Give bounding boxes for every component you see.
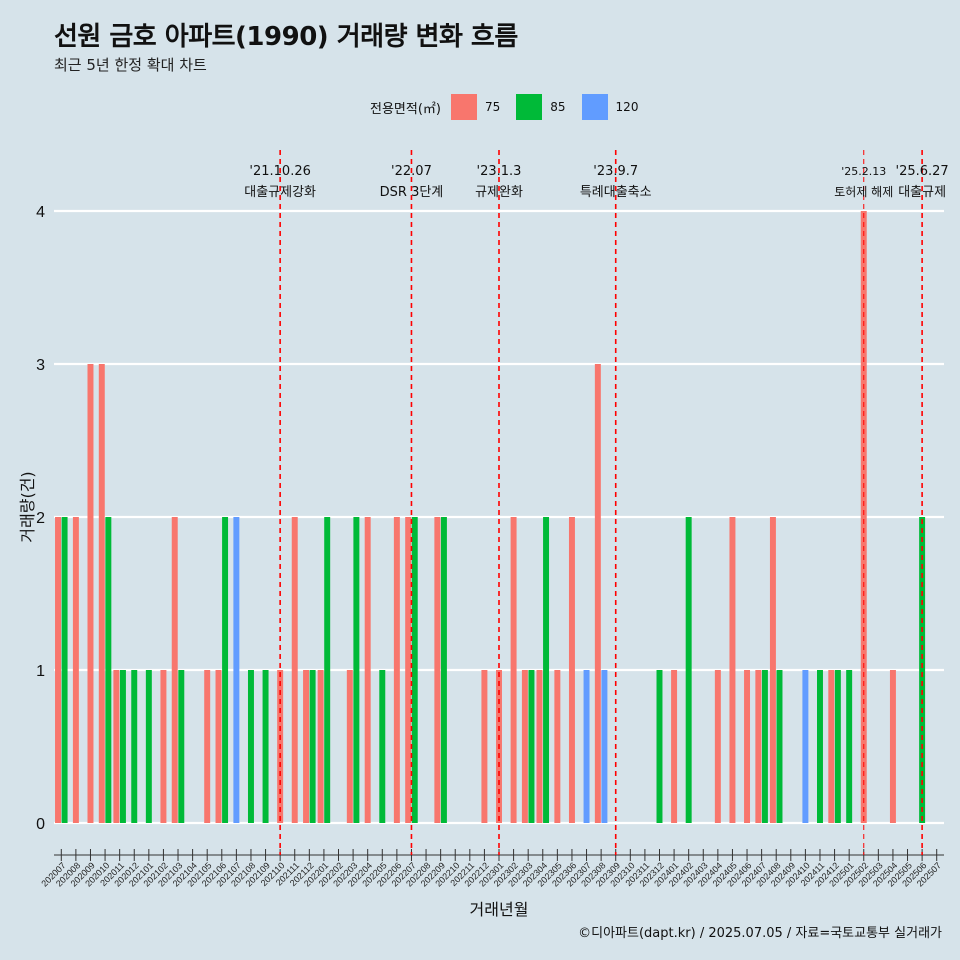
event-label-1: DSR 3단계: [380, 185, 444, 200]
bar-202106-85: [222, 517, 229, 823]
bar-202108-85: [247, 670, 254, 823]
source-caption: ©디아파트(dapt.kr) / 2025.07.05 / 자료=국토교통부 실…: [578, 926, 942, 941]
bar-202405-75: [729, 517, 736, 823]
bar-202103-75: [171, 517, 178, 823]
bar-202502-75: [860, 211, 867, 823]
bar-202112-85: [309, 670, 316, 823]
bar-202007-75: [55, 517, 61, 823]
bar-202209-75: [434, 517, 441, 823]
bar-202009-75: [87, 364, 94, 823]
bar-202412-85: [834, 670, 841, 823]
legend-item-85: 85: [516, 94, 575, 120]
event-label-5: 대출규제: [898, 185, 946, 200]
y-tick-label-1: 1: [36, 663, 45, 680]
bar-202103-85: [178, 670, 185, 823]
bar-202209-85: [440, 517, 447, 823]
bar-202305-75: [554, 670, 561, 823]
bar-202011-75: [113, 670, 120, 823]
bar-202007-85: [61, 517, 68, 823]
bar-202206-75: [393, 517, 400, 823]
bar-202207-85: [411, 517, 418, 823]
y-tick-label-0: 0: [36, 816, 45, 833]
bar-202303-85: [528, 670, 535, 823]
event-label-2: 규제완화: [475, 185, 523, 200]
legend-swatch-85: [516, 94, 543, 120]
legend-item-75: 75: [450, 94, 510, 120]
x-axis-title: 거래년월: [470, 900, 529, 919]
legend-title: 전용면적(㎡): [370, 101, 441, 117]
bar-202308-75: [594, 364, 601, 823]
event-date-1: '22.07: [391, 164, 432, 179]
bar-202212-75: [481, 670, 488, 823]
bar-202504-75: [889, 670, 896, 823]
bar-202105-75: [204, 670, 211, 823]
bar-202411-85: [817, 670, 823, 823]
bar-202303-75: [521, 670, 528, 823]
bar-202304-75: [536, 670, 543, 823]
bar-202406-75: [744, 670, 751, 823]
legend-swatch-120: [581, 94, 608, 120]
bar-202207-75: [405, 517, 412, 823]
legend-label-120: 120: [615, 100, 639, 114]
bar-202304-85: [543, 517, 550, 823]
bar-202205-85: [379, 670, 386, 823]
chart-title: 선원 금호 아파트(1990) 거래량 변화 흐름: [54, 22, 518, 52]
bar-202401-75: [671, 670, 678, 823]
event-date-3: '23.9.7: [593, 164, 638, 179]
legend-swatch-75: [450, 94, 477, 120]
event-label-0: 대출규제강화: [244, 185, 316, 200]
bar-202203-75: [346, 670, 353, 823]
y-tick-label-4: 4: [36, 204, 45, 221]
bar-202008-75: [72, 517, 79, 823]
bar-202101-85: [145, 670, 152, 823]
bar-202203-85: [353, 517, 360, 823]
bar-202011-85: [119, 670, 126, 823]
bar-202404-75: [714, 670, 721, 823]
event-label-3: 특례대출축소: [580, 185, 652, 200]
bar-202408-75: [769, 517, 776, 823]
bar-202312-85: [656, 670, 663, 823]
bar-202412-75: [828, 670, 835, 823]
bar-202308-120: [601, 670, 608, 823]
bar-202204-75: [364, 517, 371, 823]
bar-202410-120: [802, 670, 809, 823]
y-tick-label-3: 3: [36, 357, 45, 374]
bar-202010-75: [98, 364, 105, 823]
bar-202112-75: [303, 670, 310, 823]
y-tick-label-2: 2: [36, 510, 45, 527]
bar-202408-85: [776, 670, 783, 823]
legend: 전용면적(㎡) 75 85 120: [370, 94, 654, 120]
bar-202302-75: [510, 517, 517, 823]
event-date-2: '23.1.3: [477, 164, 522, 179]
bar-202111-75: [291, 517, 298, 823]
bar-202201-85: [324, 517, 331, 823]
bar-202407-75: [755, 670, 762, 823]
bar-202102-75: [160, 670, 167, 823]
legend-item-120: 120: [581, 94, 649, 120]
chart-subtitle: 최근 5년 한정 확대 차트: [54, 56, 207, 74]
bar-202106-75: [215, 670, 222, 823]
bar-202107-120: [233, 517, 240, 823]
event-date-5: '25.6.27: [896, 164, 949, 179]
event-label-4: 토허제 해제: [834, 185, 893, 199]
bar-202407-85: [761, 670, 768, 823]
bar-202506-85: [919, 517, 926, 823]
bar-202402-85: [685, 517, 692, 823]
bar-202010-85: [105, 517, 112, 823]
bar-202012-85: [131, 670, 138, 823]
legend-label-85: 85: [550, 100, 566, 114]
bar-202306-75: [568, 517, 575, 823]
bar-202307-120: [583, 670, 590, 823]
y-axis-title: 거래량(건): [18, 471, 37, 542]
event-date-4: '25.2.13: [841, 165, 886, 178]
legend-label-75: 75: [484, 100, 501, 114]
bar-202501-85: [846, 670, 853, 823]
event-date-0: '21.10.26: [249, 164, 310, 179]
bar-202109-85: [262, 670, 269, 823]
bar-202201-75: [317, 670, 324, 823]
